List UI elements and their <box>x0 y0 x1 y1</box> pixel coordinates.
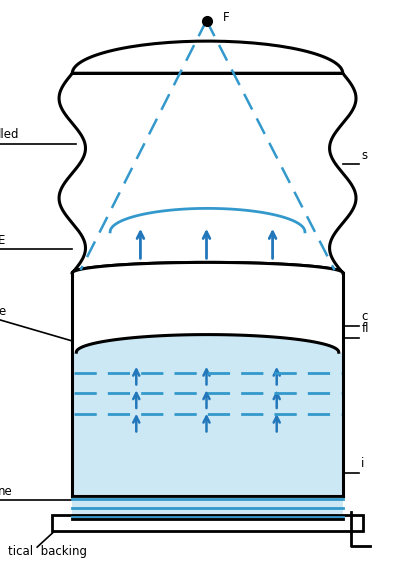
Text: ne: ne <box>0 485 13 498</box>
Polygon shape <box>72 262 343 496</box>
Text: s: s <box>361 149 368 162</box>
Text: c: c <box>361 311 368 323</box>
Text: i: i <box>361 457 365 470</box>
Polygon shape <box>59 41 356 273</box>
Text: e: e <box>0 305 5 318</box>
Text: lled: lled <box>0 129 19 141</box>
Bar <box>52 515 363 531</box>
Text: tical  backing: tical backing <box>8 545 87 558</box>
Text: F: F <box>223 11 230 24</box>
Text: E: E <box>0 234 5 247</box>
Polygon shape <box>72 262 343 352</box>
Bar <box>72 496 343 519</box>
Text: fl: fl <box>361 322 369 335</box>
